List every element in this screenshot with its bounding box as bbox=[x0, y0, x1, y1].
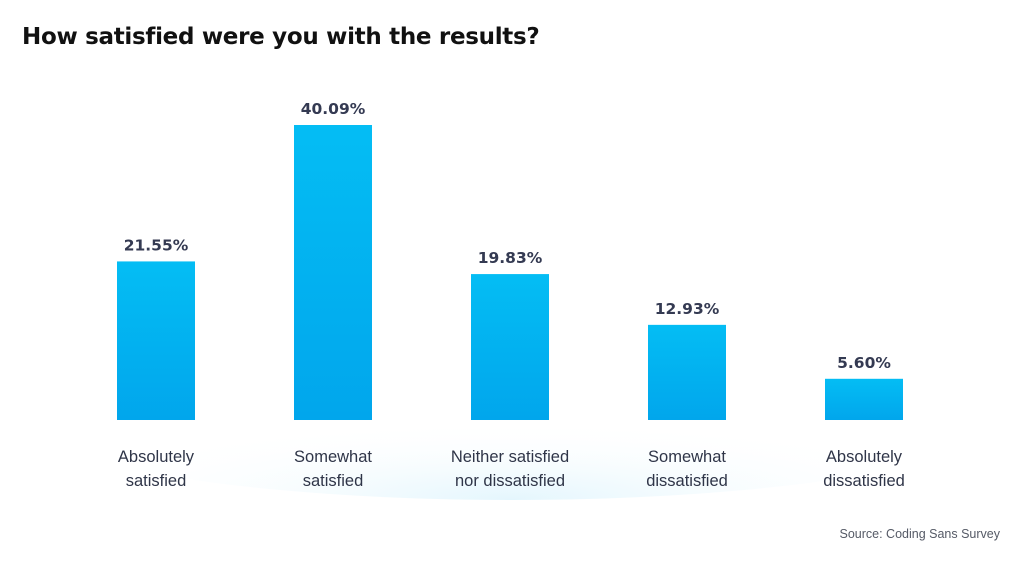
bar bbox=[825, 378, 903, 420]
bar-value-label: 5.60% bbox=[837, 354, 891, 372]
category-label: Absolutely dissatisfied bbox=[823, 448, 905, 490]
bar bbox=[294, 125, 372, 420]
source-note: Source: Coding Sans Survey bbox=[839, 527, 1000, 541]
category-label-line: nor dissatisfied bbox=[455, 472, 565, 490]
category-label-line: Somewhat bbox=[648, 448, 726, 466]
category-label-line: Neither satisfied bbox=[451, 448, 569, 466]
category-label-line: satisfied bbox=[126, 472, 187, 490]
bar-value-label: 12.93% bbox=[655, 300, 720, 318]
category-label: Somewhat satisfied bbox=[294, 448, 372, 490]
category-label-line: dissatisfied bbox=[823, 472, 905, 490]
bar-value-label: 40.09% bbox=[301, 100, 366, 118]
bar bbox=[648, 324, 726, 420]
bar bbox=[471, 274, 549, 420]
category-label-line: Absolutely bbox=[118, 448, 195, 466]
category-label-line: satisfied bbox=[303, 472, 364, 490]
bar-value-label: 19.83% bbox=[478, 249, 543, 267]
bar-value-label: 21.55% bbox=[124, 236, 189, 254]
category-label: Neither satisfied nor dissatisfied bbox=[451, 448, 569, 490]
category-label-line: dissatisfied bbox=[646, 472, 728, 490]
category-label-line: Somewhat bbox=[294, 448, 372, 466]
category-label-line: Absolutely bbox=[826, 448, 903, 466]
category-label: Somewhat dissatisfied bbox=[646, 448, 728, 490]
category-labels-group: Absolutely satisfied Somewhat satisfied Neit… bbox=[118, 448, 905, 490]
value-labels-group: 21.55% 40.09% 19.83% 12.93% 5.60% bbox=[124, 100, 892, 372]
bar bbox=[117, 261, 195, 420]
chart-title: How satisfied were you with the results? bbox=[22, 24, 540, 50]
category-label: Absolutely satisfied bbox=[118, 448, 195, 490]
bars-group bbox=[117, 125, 903, 420]
